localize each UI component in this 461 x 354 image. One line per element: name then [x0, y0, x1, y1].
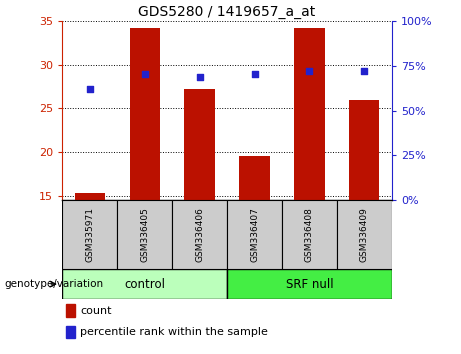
Bar: [117, 200, 172, 269]
Bar: [184, 89, 215, 200]
Bar: [130, 28, 160, 200]
Text: GSM335971: GSM335971: [85, 207, 94, 262]
Bar: [294, 28, 325, 200]
Point: [86, 86, 94, 92]
Text: genotype/variation: genotype/variation: [5, 279, 104, 289]
Text: GSM336409: GSM336409: [360, 207, 369, 262]
Point: [361, 68, 368, 74]
Text: GSM336406: GSM336406: [195, 207, 204, 262]
Bar: [337, 200, 392, 269]
Bar: [239, 156, 270, 200]
Bar: [62, 269, 227, 299]
Text: control: control: [124, 278, 165, 291]
Bar: [65, 304, 76, 317]
Text: GSM336407: GSM336407: [250, 207, 259, 262]
Text: count: count: [80, 306, 112, 316]
Point: [251, 71, 258, 76]
Bar: [227, 200, 282, 269]
Bar: [65, 326, 76, 338]
Bar: [282, 200, 337, 269]
Point: [196, 74, 203, 80]
Text: percentile rank within the sample: percentile rank within the sample: [80, 327, 268, 337]
Bar: [62, 200, 117, 269]
Bar: [227, 269, 392, 299]
Text: GSM336405: GSM336405: [140, 207, 149, 262]
Bar: [172, 200, 227, 269]
Text: SRF null: SRF null: [286, 278, 333, 291]
Bar: [349, 100, 379, 200]
Point: [306, 68, 313, 74]
Title: GDS5280 / 1419657_a_at: GDS5280 / 1419657_a_at: [138, 5, 316, 19]
Text: GSM336408: GSM336408: [305, 207, 314, 262]
Point: [141, 71, 148, 76]
Bar: [75, 193, 105, 200]
